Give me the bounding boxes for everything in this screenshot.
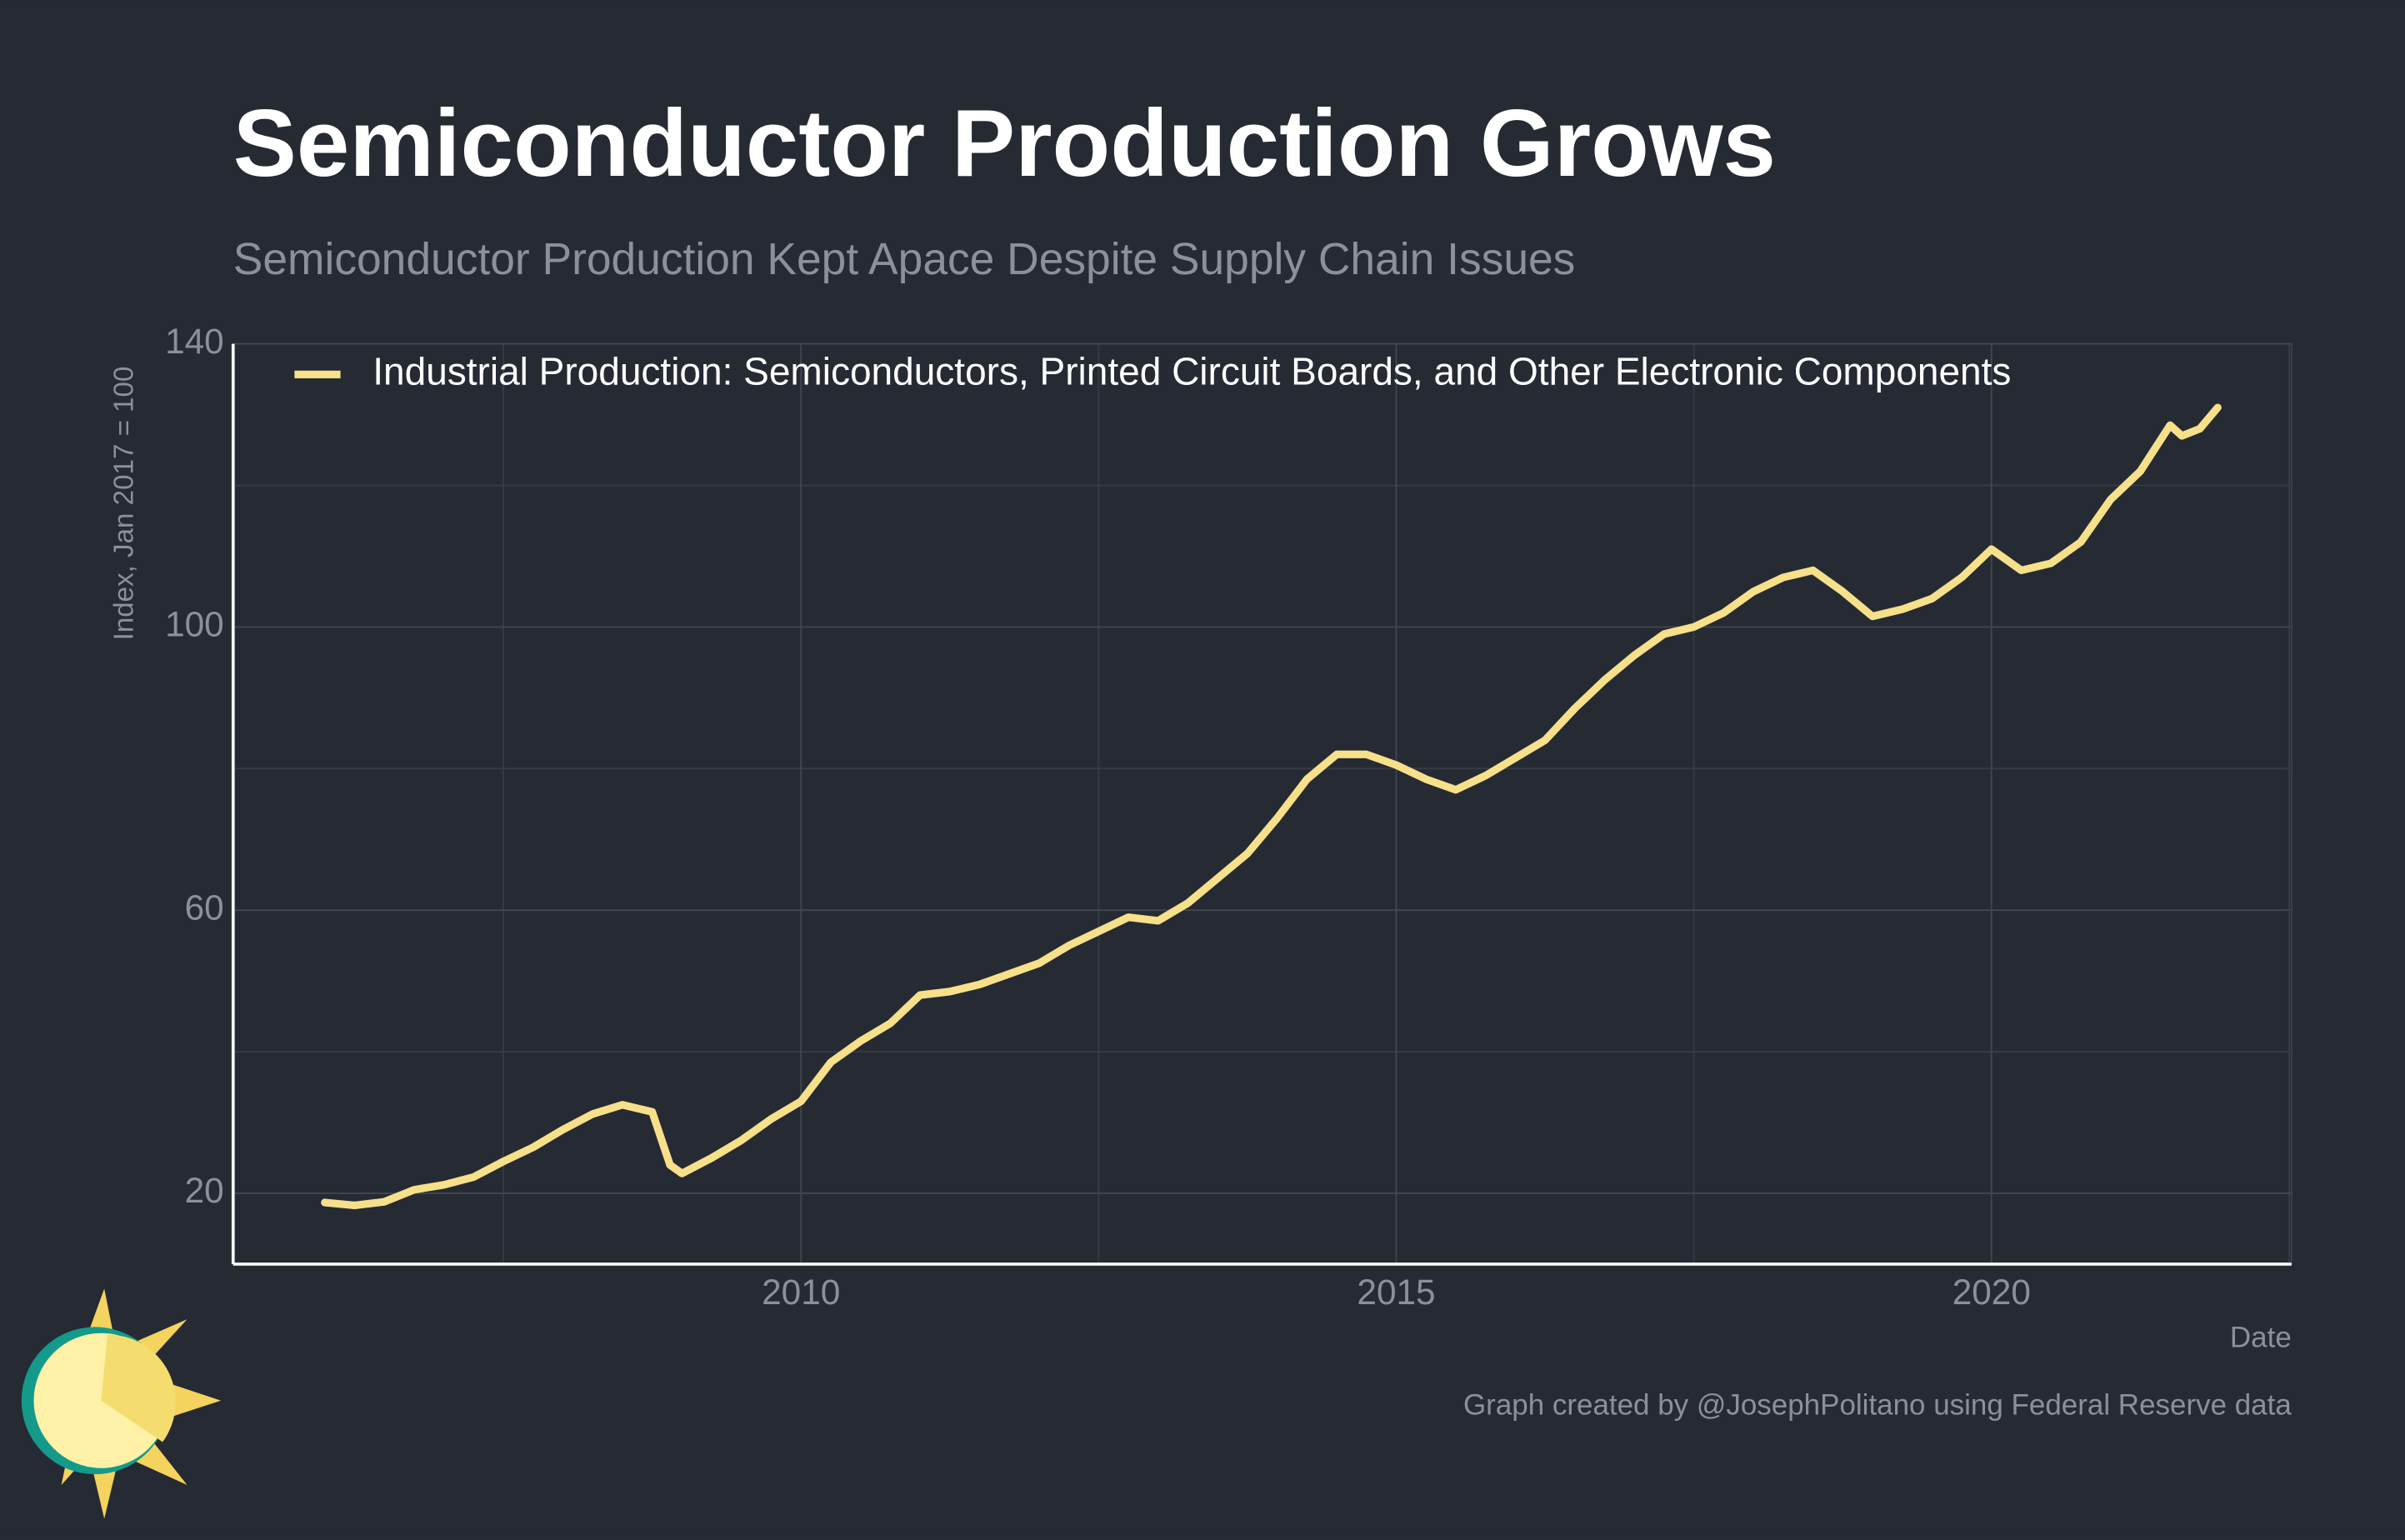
x-tick-label: 2015 <box>1357 1272 1435 1312</box>
caption: Graph created by @JosephPolitano using F… <box>1463 1388 2292 1421</box>
chart-title: Semiconductor Production Grows <box>233 91 1776 197</box>
chart-subtitle: Semiconductor Production Kept Apace Desp… <box>233 235 1576 284</box>
y-tick-label: 20 <box>185 1171 224 1210</box>
y-tick-label: 60 <box>185 888 224 927</box>
y-axis-label: Index, Jan 2017 = 100 <box>109 367 140 641</box>
line <box>321 403 2222 1210</box>
x-tick-label: 2010 <box>762 1272 840 1312</box>
y-tick-label: 140 <box>165 322 224 361</box>
legend-label: Industrial Production: Semiconductors, P… <box>372 350 2011 393</box>
x-tick-label: 2020 <box>1952 1272 2031 1312</box>
logo <box>21 1288 222 1519</box>
y-tick-label: 100 <box>165 605 224 644</box>
x-axis-label: Date <box>2230 1321 2292 1353</box>
